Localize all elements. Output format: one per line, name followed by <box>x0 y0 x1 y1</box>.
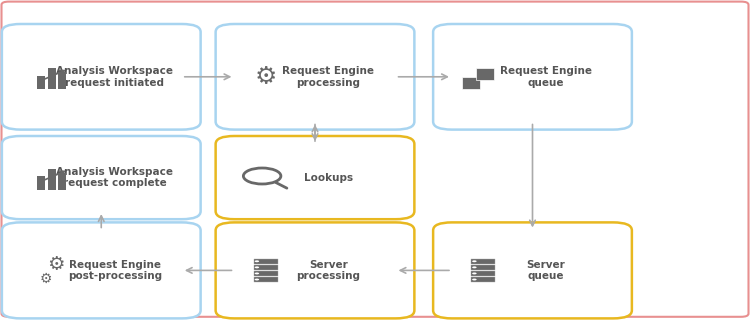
Text: Server
processing: Server processing <box>296 260 361 281</box>
Circle shape <box>254 260 260 262</box>
Text: Analysis Workspace
request complete: Analysis Workspace request complete <box>56 167 173 188</box>
FancyBboxPatch shape <box>216 222 414 318</box>
FancyBboxPatch shape <box>471 277 495 282</box>
FancyBboxPatch shape <box>433 24 632 130</box>
FancyBboxPatch shape <box>216 24 414 130</box>
FancyBboxPatch shape <box>471 271 495 276</box>
Circle shape <box>472 278 477 280</box>
FancyBboxPatch shape <box>471 259 495 264</box>
FancyBboxPatch shape <box>216 136 414 219</box>
Text: Request Engine
processing: Request Engine processing <box>283 66 374 88</box>
Bar <box>37 176 45 190</box>
Text: Server
queue: Server queue <box>526 260 566 281</box>
Bar <box>48 68 56 89</box>
Text: Request Engine
post-processing: Request Engine post-processing <box>68 260 162 281</box>
FancyBboxPatch shape <box>2 24 201 130</box>
FancyBboxPatch shape <box>471 265 495 269</box>
FancyBboxPatch shape <box>254 259 278 264</box>
Bar <box>58 72 66 89</box>
Circle shape <box>254 273 260 275</box>
FancyBboxPatch shape <box>433 222 632 318</box>
Text: ⚙: ⚙ <box>40 271 53 285</box>
FancyBboxPatch shape <box>2 136 201 219</box>
FancyBboxPatch shape <box>462 77 480 89</box>
FancyBboxPatch shape <box>476 68 494 80</box>
Text: ⚙: ⚙ <box>47 254 64 274</box>
Bar <box>37 76 45 89</box>
FancyBboxPatch shape <box>254 271 278 276</box>
FancyBboxPatch shape <box>254 265 278 269</box>
Circle shape <box>472 260 477 262</box>
FancyBboxPatch shape <box>254 277 278 282</box>
Bar <box>58 173 66 190</box>
Text: Analysis Workspace
request initiated: Analysis Workspace request initiated <box>56 66 173 88</box>
Circle shape <box>472 266 477 268</box>
Circle shape <box>254 278 260 280</box>
Text: Lookups: Lookups <box>304 172 353 183</box>
Bar <box>48 169 56 190</box>
Circle shape <box>472 273 477 275</box>
FancyBboxPatch shape <box>2 222 201 318</box>
Text: Request Engine
queue: Request Engine queue <box>500 66 592 88</box>
Circle shape <box>254 266 260 268</box>
Text: ⚙: ⚙ <box>255 65 277 89</box>
